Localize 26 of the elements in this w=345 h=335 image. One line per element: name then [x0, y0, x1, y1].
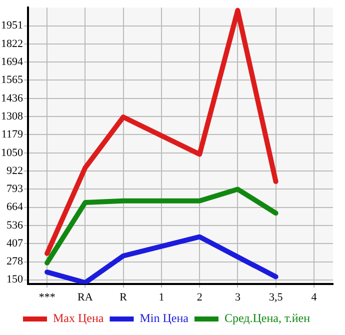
legend-label: Min Цена: [140, 311, 190, 326]
x-tick-label: 1: [158, 291, 164, 304]
x-tick-label: RA: [78, 291, 93, 304]
x-tick-label: 3,5: [268, 291, 284, 304]
y-tick-label: 407: [6, 237, 24, 250]
y-tick-label: 1822: [1, 38, 23, 50]
y-tick-label: 793: [6, 183, 24, 196]
y-tick-label: 1050: [1, 146, 24, 159]
x-tick-label: 3: [234, 291, 241, 304]
y-tick-label: 1436: [1, 92, 24, 104]
x-tick-label: 2: [196, 291, 202, 304]
y-tick-label: 1565: [1, 74, 24, 86]
x-tick-label: ***: [38, 291, 56, 304]
y-tick-label: 1179: [1, 128, 24, 141]
y-tick-label: 922: [6, 164, 23, 177]
y-tick-label: 1694: [1, 56, 24, 68]
legend-label: Max Цена: [52, 311, 104, 326]
legend-label: Сред.Цена, т.йен: [224, 311, 311, 326]
y-tick-label: 664: [6, 201, 24, 214]
x-tick-label: 4: [311, 291, 318, 304]
y-tick-label: 1951: [1, 20, 23, 32]
y-tick-label: 150: [6, 274, 24, 286]
y-tick-label: 278: [6, 256, 24, 268]
y-tick-label: 536: [6, 219, 24, 232]
y-tick-label: 1308: [1, 110, 24, 122]
x-tick-label: R: [120, 291, 128, 304]
